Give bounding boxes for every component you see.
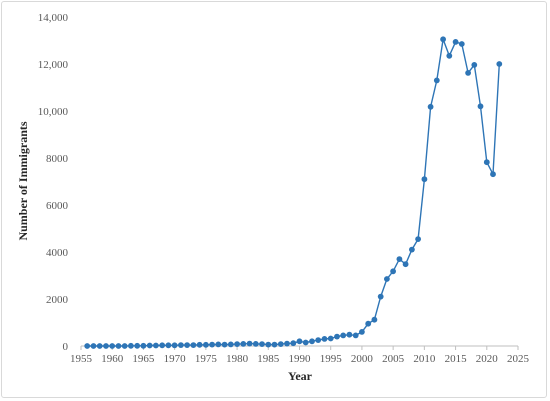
- data-point: [340, 332, 347, 339]
- data-point: [365, 320, 372, 327]
- data-point: [252, 341, 259, 347]
- data-point: [178, 342, 184, 348]
- data-point: [109, 343, 116, 349]
- data-point: [184, 342, 191, 348]
- series-group: [84, 36, 503, 349]
- data-point: [290, 340, 297, 347]
- data-point: [421, 176, 428, 183]
- data-point: [321, 336, 328, 342]
- x-tick-label: 2015: [445, 353, 468, 365]
- x-tick-label: 1980: [226, 353, 249, 365]
- data-point: [359, 329, 365, 335]
- data-point: [309, 338, 315, 345]
- y-axis-title: Number of Immigrants: [16, 121, 30, 240]
- x-tick-label: 1965: [132, 353, 155, 365]
- x-tick-label: 2005: [382, 353, 405, 365]
- x-tick-label: 2010: [413, 353, 436, 365]
- data-point: [402, 261, 409, 268]
- data-point: [377, 293, 384, 300]
- x-axis-title: Year: [288, 369, 313, 383]
- data-point: [127, 342, 134, 349]
- data-point: [121, 343, 128, 349]
- x-tick-label: 1975: [195, 353, 218, 365]
- data-point: [315, 337, 322, 343]
- x-tick-label: 1990: [289, 353, 312, 365]
- data-point: [371, 316, 378, 323]
- data-point: [153, 342, 159, 349]
- data-point: [259, 341, 265, 347]
- data-point: [240, 341, 247, 347]
- data-point: [146, 342, 153, 349]
- data-point: [409, 246, 415, 253]
- data-point: [84, 343, 91, 349]
- data-point: [115, 343, 122, 349]
- data-point: [159, 342, 166, 349]
- y-tick-label: 8000: [46, 153, 69, 165]
- data-point: [496, 61, 503, 67]
- x-tick-label: 2025: [507, 353, 530, 365]
- data-point: [346, 331, 353, 338]
- data-point: [284, 340, 290, 347]
- y-tick-label: 0: [63, 341, 69, 353]
- x-axis: 1955 1960 1965 1970 1975 1980 1985 1990 1995 2000…: [70, 345, 530, 365]
- data-point: [134, 342, 141, 349]
- data-point: [96, 343, 103, 349]
- y-tick-label: 10,000: [38, 106, 69, 118]
- y-tick-label: 4000: [46, 247, 69, 259]
- data-point: [265, 341, 272, 348]
- data-point: [165, 342, 172, 349]
- data-point: [103, 343, 109, 349]
- x-tick-label: 2020: [476, 353, 499, 365]
- data-point: [196, 341, 203, 348]
- x-tick-label: 1995: [320, 353, 343, 365]
- data-point: [140, 342, 147, 349]
- x-tick-label: 1960: [101, 353, 124, 365]
- data-point: [90, 343, 97, 349]
- data-point: [296, 338, 303, 345]
- data-point: [234, 341, 241, 347]
- data-point: [327, 335, 334, 342]
- data-point: [458, 41, 465, 47]
- data-point: [483, 159, 490, 166]
- x-tick-label: 1955: [70, 353, 93, 365]
- y-axis: 0 2000 4000 6000 8000 10,000 12,000 14,000: [38, 12, 69, 353]
- data-point: [271, 341, 278, 348]
- data-point: [246, 340, 253, 347]
- data-point: [471, 62, 478, 68]
- series-line: [87, 36, 500, 347]
- y-tick-label: 14,000: [38, 12, 69, 24]
- data-point: [190, 342, 197, 348]
- y-tick-label: 2000: [46, 294, 69, 306]
- data-point: [215, 341, 222, 348]
- y-tick-label: 12,000: [38, 59, 69, 71]
- data-point: [477, 103, 484, 110]
- data-point: [221, 341, 228, 348]
- data-point: [209, 341, 216, 348]
- data-point: [227, 341, 234, 348]
- data-point: [490, 171, 496, 178]
- data-point: [390, 268, 396, 275]
- x-tick-label: 1970: [164, 353, 187, 365]
- data-point: [452, 39, 459, 45]
- data-point: [384, 276, 390, 282]
- data-point: [440, 36, 446, 43]
- data-point: [203, 341, 209, 348]
- data-point: [465, 70, 471, 76]
- data-point: [415, 236, 421, 243]
- y-tick-label: 6000: [46, 200, 69, 212]
- data-point: [396, 256, 403, 262]
- data-point: [352, 332, 359, 339]
- data-point: [433, 77, 440, 84]
- data-point: [446, 52, 453, 59]
- x-tick-label: 2000: [351, 353, 374, 365]
- data-point: [171, 342, 178, 349]
- data-point: [277, 341, 284, 347]
- x-tick-label: 1985: [257, 353, 280, 365]
- data-point: [334, 333, 340, 340]
- data-point: [427, 103, 434, 110]
- data-point: [302, 339, 309, 346]
